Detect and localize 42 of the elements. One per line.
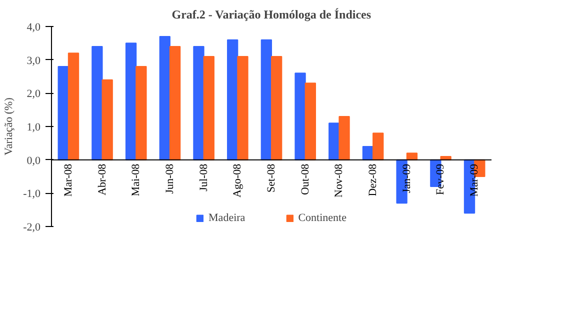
bar: [304, 82, 316, 160]
x-tick-label: Mar-08: [62, 163, 74, 197]
y-tick-label: 3,0: [26, 54, 41, 67]
x-tick-label: Set-08: [266, 163, 278, 193]
bar: [159, 36, 170, 160]
x-tick-label: Mar-09: [468, 163, 481, 197]
x-tick-label: Jul-08: [198, 163, 210, 192]
bar: [227, 39, 238, 160]
bar: [294, 72, 306, 160]
bar: [92, 46, 103, 160]
bar: [125, 42, 137, 160]
y-axis-title: Variação (%): [3, 97, 16, 156]
x-tick-label: Out-08: [299, 163, 312, 195]
x-tick-label: Abr-08: [96, 163, 108, 196]
chart-title: Graf.2 - Variação Homóloga de Índices: [172, 8, 372, 22]
legend-label: Madeira: [208, 212, 246, 224]
bar: [271, 56, 282, 160]
bar: [102, 79, 113, 160]
bar: [372, 132, 384, 160]
x-tick-label: Mai-08: [130, 163, 142, 196]
y-tick-label: 0,0: [26, 154, 41, 167]
x-tick-label: Fev-09: [434, 163, 447, 195]
x-tick-label: Jun-08: [164, 163, 176, 194]
bar: [193, 46, 204, 160]
bar: [237, 56, 248, 160]
y-tick-label: -1,0: [23, 188, 41, 200]
bar: [169, 46, 181, 160]
legend-label: Continente: [298, 212, 346, 224]
x-tick-label: Ago-08: [232, 163, 244, 198]
bar: [136, 66, 147, 160]
bar: [68, 52, 80, 160]
y-tick-label: 1,0: [26, 122, 41, 134]
bar: [338, 116, 350, 160]
y-tick-label: 4,0: [26, 22, 41, 34]
bar: [260, 39, 272, 160]
bar: [203, 56, 214, 160]
x-tick-label: Jan-09: [400, 163, 413, 194]
x-tick-label: Dez-08: [367, 163, 380, 196]
y-tick-label: -2,0: [23, 222, 41, 234]
y-tick-label: 2,0: [26, 88, 41, 100]
x-tick-label: Nov-08: [333, 163, 346, 198]
bar: [406, 152, 418, 160]
